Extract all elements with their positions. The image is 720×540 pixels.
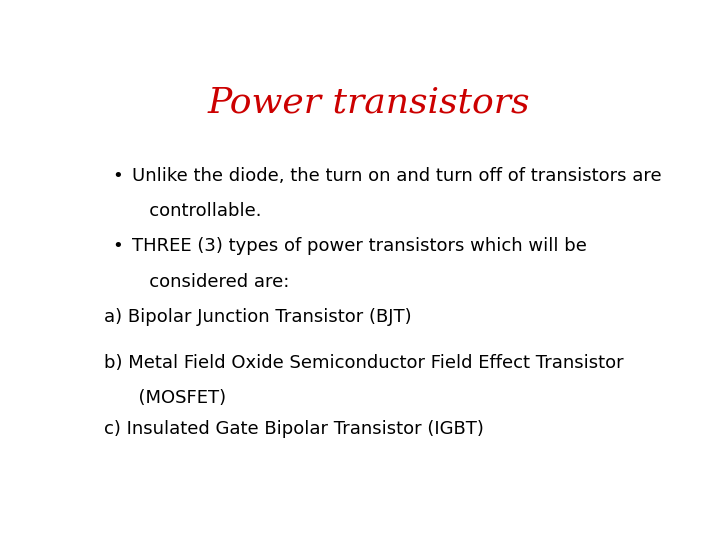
Text: •: •	[112, 238, 123, 255]
Text: THREE (3) types of power transistors which will be: THREE (3) types of power transistors whi…	[132, 238, 587, 255]
Text: controllable.: controllable.	[132, 202, 261, 220]
Text: b) Metal Field Oxide Semiconductor Field Effect Transistor: b) Metal Field Oxide Semiconductor Field…	[104, 354, 624, 372]
Text: considered are:: considered are:	[132, 273, 289, 291]
Text: a) Bipolar Junction Transistor (BJT): a) Bipolar Junction Transistor (BJT)	[104, 308, 412, 326]
Text: Power transistors: Power transistors	[208, 85, 530, 119]
Text: •: •	[112, 167, 123, 185]
Text: (MOSFET): (MOSFET)	[104, 389, 226, 407]
Text: c) Insulated Gate Bipolar Transistor (IGBT): c) Insulated Gate Bipolar Transistor (IG…	[104, 420, 484, 438]
Text: Unlike the diode, the turn on and turn off of transistors are: Unlike the diode, the turn on and turn o…	[132, 167, 662, 185]
